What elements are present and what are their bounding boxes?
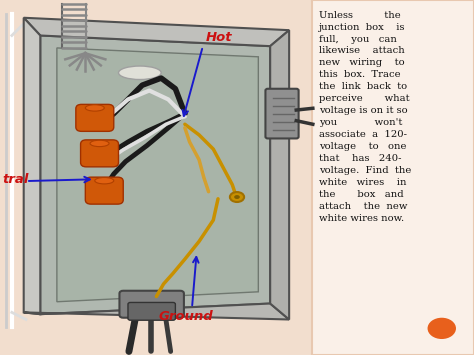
Polygon shape [40,36,270,314]
Polygon shape [270,30,289,320]
Ellipse shape [90,140,109,147]
Text: tral: tral [2,173,29,186]
Polygon shape [57,48,258,302]
Text: Ground: Ground [159,310,214,323]
Ellipse shape [118,66,161,80]
Text: Hot: Hot [206,31,233,44]
Polygon shape [24,18,40,314]
FancyBboxPatch shape [76,104,114,131]
Ellipse shape [95,178,114,184]
Ellipse shape [230,192,244,202]
Ellipse shape [85,105,104,111]
FancyBboxPatch shape [265,89,299,138]
Ellipse shape [234,195,240,199]
Polygon shape [24,18,289,46]
FancyBboxPatch shape [119,291,184,318]
Polygon shape [24,304,289,320]
Bar [312,0,474,355]
Circle shape [428,318,456,339]
Bar [0,0,312,355]
FancyBboxPatch shape [85,177,123,204]
FancyBboxPatch shape [81,140,118,167]
Text: Unless          the
junction  box    is
full,    you   can
likewise    attach
ne: Unless the junction box is full, you can… [319,11,411,223]
FancyBboxPatch shape [128,302,175,320]
